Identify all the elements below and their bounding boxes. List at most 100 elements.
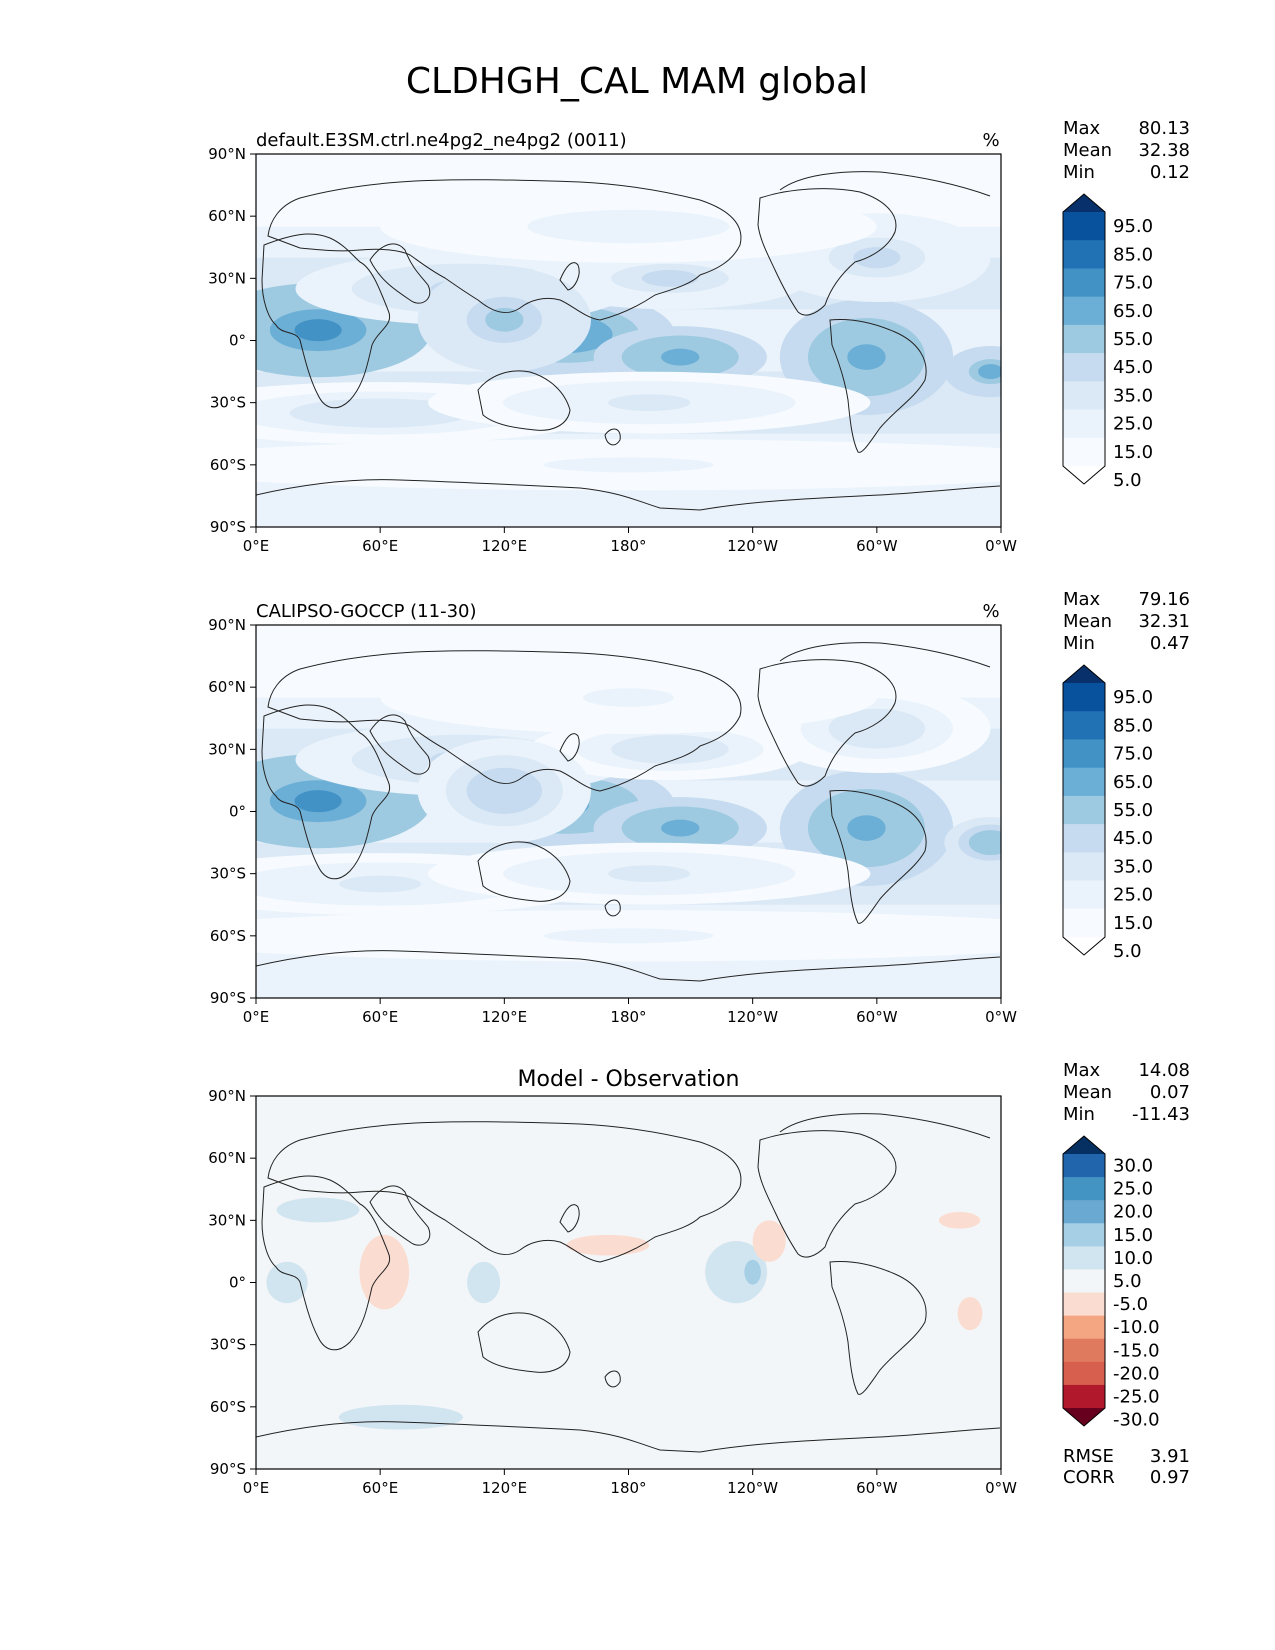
stat-label: Mean: [1063, 611, 1112, 632]
colorbar-cell: [1063, 824, 1105, 853]
stat-label: Min: [1063, 633, 1095, 654]
y-tick-label: 30°S: [210, 1336, 246, 1354]
stat-value: 14.08: [1138, 1060, 1190, 1081]
stat-value: 80.13: [1138, 118, 1190, 139]
colorbar-cell: [1063, 268, 1105, 298]
colorbar-cell: [1063, 381, 1105, 411]
contour-patch: [608, 865, 691, 883]
colorbar-cell: [1063, 212, 1105, 241]
contour-patch: [543, 457, 714, 473]
contour-patch: [266, 1261, 308, 1304]
colorbar-cell: [1063, 795, 1105, 825]
colorbar-extend-top: [1063, 665, 1105, 683]
y-tick-label: 0°: [229, 803, 246, 821]
colorbar-cell: [1063, 1384, 1105, 1409]
y-tick-label: 60°S: [210, 456, 246, 474]
units-label: %: [982, 601, 999, 622]
colorbar-tick-label: 35.0: [1113, 385, 1153, 406]
contour-patch: [938, 1212, 981, 1229]
x-tick-label: 120°W: [727, 1479, 778, 1497]
contour-patch: [485, 778, 524, 803]
colorbar-tick-label: 25.0: [1113, 1179, 1153, 1200]
colorbar-tick-label: 5.0: [1113, 941, 1142, 962]
contour-patch: [847, 815, 886, 841]
colorbar-tick-label: -25.0: [1113, 1386, 1160, 1407]
colorbar-cell: [1063, 353, 1105, 382]
colorbar-cell: [1063, 1361, 1105, 1386]
units-label: %: [982, 130, 999, 151]
colorbar-cell: [1063, 1177, 1105, 1201]
colorbar-cell: [1063, 296, 1105, 326]
colorbar-cell: [1063, 908, 1105, 938]
colorbar-cell: [1063, 711, 1105, 740]
colorbar-outline: [1062, 664, 1106, 956]
colorbar-tick-label: 85.0: [1113, 715, 1153, 736]
y-tick-label: 30°N: [208, 269, 246, 287]
x-tick-label: 180°: [610, 537, 646, 555]
colorbar-tick-label: 95.0: [1113, 216, 1153, 237]
y-tick-label: 30°S: [210, 865, 246, 883]
x-tick-label: 120°W: [727, 537, 778, 555]
colorbar-cell: [1063, 437, 1105, 467]
y-tick-label: 60°N: [208, 207, 246, 225]
contour-patch: [543, 928, 714, 944]
x-tick-label: 60°W: [856, 537, 898, 555]
contour-patch: [339, 404, 422, 422]
x-tick-label: 60°E: [362, 1479, 398, 1497]
y-tick-label: 30°N: [208, 1211, 246, 1229]
colorbar-extend-top: [1063, 194, 1105, 212]
contour-patch: [853, 247, 901, 269]
metric-label: RMSE: [1063, 1446, 1114, 1467]
x-tick-label: 0°W: [985, 537, 1017, 555]
y-tick-label: 90°S: [210, 989, 246, 1007]
map-panel-difference: Model - Observation 0°E 60°E 120°E 180° 120°W…: [208, 1060, 1190, 1497]
colorbar-extend-bottom: [1063, 1408, 1105, 1426]
y-tick-label: 0°: [229, 1274, 246, 1292]
contour-patch: [359, 1234, 410, 1310]
colorbar-extend-top: [1063, 1136, 1105, 1154]
x-tick-label: 0°E: [243, 1479, 270, 1497]
stat-label: Mean: [1063, 140, 1112, 161]
contour-patch: [485, 307, 524, 332]
contour-patch: [847, 344, 886, 370]
colorbar-cell: [1063, 240, 1105, 269]
stat-value: 32.38: [1138, 140, 1190, 161]
map-field: [256, 625, 1001, 998]
metric-label: CORR: [1063, 1467, 1115, 1488]
y-tick-label: 90°N: [208, 616, 246, 634]
contour-patch: [294, 319, 342, 342]
colorbar-tick-label: 15.0: [1113, 442, 1153, 463]
y-tick-label: 60°N: [208, 1149, 246, 1167]
colorbar-outline: [1062, 193, 1106, 485]
colorbar-tick-label: 15.0: [1113, 1225, 1153, 1246]
x-tick-label: 60°W: [856, 1008, 898, 1026]
contour-patch: [641, 740, 698, 758]
contour-patch: [661, 819, 700, 837]
colorbar-tick-label: 45.0: [1113, 357, 1153, 378]
colorbar-tick-label: -30.0: [1113, 1410, 1160, 1431]
contour-patch: [978, 835, 1001, 851]
contour-patch: [276, 1197, 360, 1223]
colorbar-tick-label: -20.0: [1113, 1363, 1160, 1384]
colorbar-tick-label: 35.0: [1113, 856, 1153, 877]
map-panel-reference: CALIPSO-GOCCP (11-30) % 0°E 60°E 120°E 180° 12…: [208, 589, 1190, 1026]
y-tick-label: 30°S: [210, 394, 246, 412]
contour-patch: [661, 348, 700, 366]
panel-title: Model - Observation: [518, 1067, 740, 1092]
stat-label: Min: [1063, 1104, 1095, 1125]
colorbar-extend-bottom: [1063, 937, 1105, 955]
colorbar-cell: [1063, 1223, 1105, 1247]
stat-label: Max: [1063, 589, 1101, 610]
colorbar-tick-label: 5.0: [1113, 470, 1142, 491]
y-tick-label: 90°N: [208, 145, 246, 163]
stat-value: -11.43: [1132, 1104, 1190, 1125]
colorbar-tick-label: 55.0: [1113, 329, 1153, 350]
y-tick-label: 60°S: [210, 1398, 246, 1416]
colorbar-tick-label: 25.0: [1113, 414, 1153, 435]
colorbar: 95.0 85.0 75.0 65.0 55.0 45.0 35.0 25.0 15.0 5.0: [1062, 193, 1153, 491]
contour-patch: [608, 394, 691, 412]
contour-patch: [583, 688, 674, 707]
y-tick-label: 0°: [229, 332, 246, 350]
map-panel-test: default.E3SM.ctrl.ne4pg2_ne4pg2 (0011) % 0…: [208, 118, 1190, 555]
